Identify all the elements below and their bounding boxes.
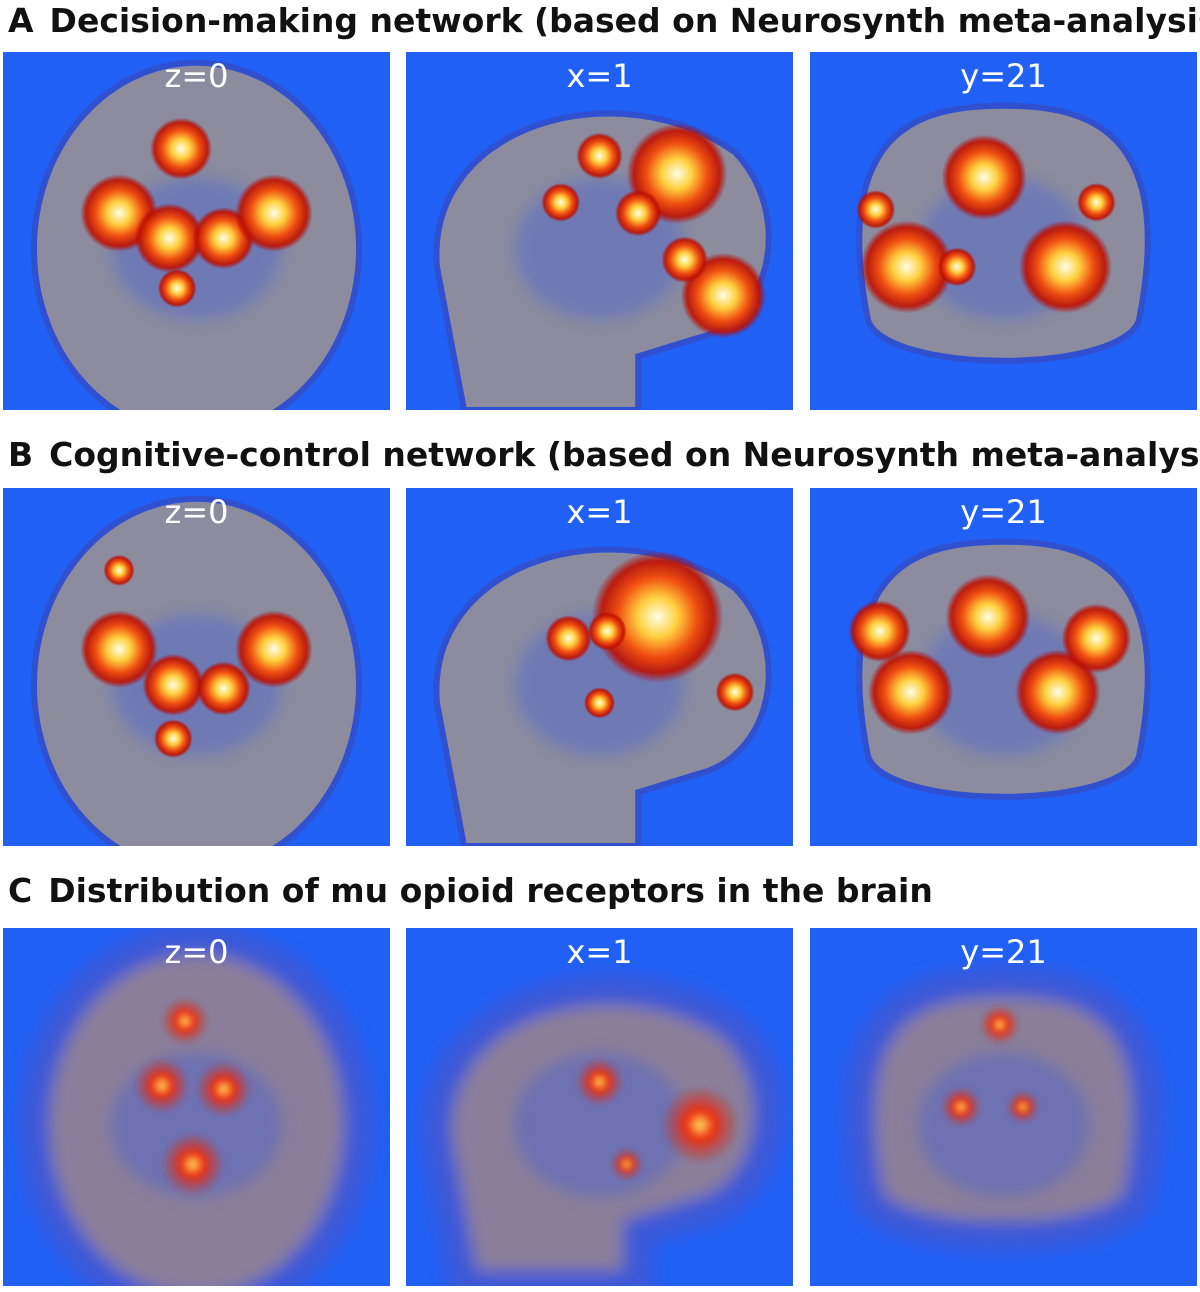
view-label: x=1 bbox=[566, 57, 632, 95]
activation-blob bbox=[591, 551, 724, 683]
brain-view: z=0 bbox=[3, 52, 390, 410]
view-label: x=1 bbox=[566, 493, 632, 531]
activation-blob bbox=[134, 203, 205, 273]
activation-blob bbox=[1015, 649, 1101, 735]
activation-blob bbox=[941, 134, 1027, 220]
panel: A Decision-making network (based on Neuro… bbox=[3, 1, 1200, 410]
activation-blob bbox=[715, 672, 755, 712]
activation-blob bbox=[848, 600, 911, 663]
brain-view: x=1 bbox=[406, 928, 793, 1286]
view-label: y=21 bbox=[960, 933, 1046, 971]
activation-blob bbox=[1018, 220, 1112, 314]
activation-blob bbox=[161, 997, 209, 1045]
brain-view: z=0 bbox=[3, 928, 390, 1286]
activation-blob bbox=[153, 719, 193, 758]
activation-blob bbox=[103, 554, 135, 586]
panel-title: C Distribution of mu opioid receptors in … bbox=[8, 871, 933, 910]
white-matter bbox=[918, 1053, 1089, 1197]
view-label: z=0 bbox=[165, 933, 229, 971]
activation-blob bbox=[545, 615, 592, 662]
activation-blob bbox=[1077, 183, 1116, 222]
view-label: z=0 bbox=[165, 493, 229, 531]
activation-blob bbox=[587, 611, 627, 651]
brain-view: z=0 bbox=[3, 488, 390, 846]
view-label: x=1 bbox=[566, 933, 632, 971]
activation-blob bbox=[941, 1087, 981, 1127]
activation-blob bbox=[661, 236, 708, 283]
activation-blob bbox=[150, 117, 212, 180]
white-matter bbox=[514, 1053, 685, 1197]
activation-blob bbox=[196, 1062, 251, 1117]
brain-view: x=1 bbox=[406, 488, 793, 846]
brain-view: y=21 bbox=[810, 928, 1197, 1286]
brain-view: x=1 bbox=[406, 52, 793, 410]
panel-title-text: Distribution of mu opioid receptors in t… bbox=[48, 871, 933, 910]
activation-blob bbox=[576, 132, 623, 180]
activation-blob bbox=[576, 1058, 623, 1106]
activation-blob bbox=[1007, 1091, 1039, 1123]
activation-blob bbox=[80, 610, 158, 688]
panel-title-text: Cognitive-control network (based on Neur… bbox=[49, 435, 1200, 474]
activation-blob bbox=[945, 574, 1031, 660]
brain-view: y=21 bbox=[810, 488, 1197, 846]
activation-blob bbox=[235, 610, 313, 688]
activation-blob bbox=[584, 687, 615, 719]
panel-letter: B bbox=[8, 435, 33, 474]
activation-blob bbox=[541, 183, 581, 222]
view-label: y=21 bbox=[960, 493, 1046, 531]
activation-blob bbox=[661, 1086, 739, 1164]
activation-blob bbox=[134, 1058, 189, 1113]
view-label: y=21 bbox=[960, 57, 1046, 95]
panel-title: B Cognitive-control network (based on Neu… bbox=[8, 435, 1200, 474]
activation-blob bbox=[1061, 603, 1132, 674]
panel: C Distribution of mu opioid receptors in … bbox=[3, 871, 1197, 1286]
activation-blob bbox=[856, 190, 896, 229]
panel-letter: C bbox=[8, 871, 32, 910]
panel-letter: A bbox=[8, 1, 34, 40]
activation-blob bbox=[611, 1148, 643, 1180]
panel: B Cognitive-control network (based on Neu… bbox=[3, 435, 1200, 846]
activation-blob bbox=[161, 1133, 224, 1196]
panel-title: A Decision-making network (based on Neuro… bbox=[8, 1, 1200, 40]
activation-blob bbox=[235, 174, 313, 252]
activation-blob bbox=[196, 661, 251, 716]
view-label: z=0 bbox=[165, 57, 229, 95]
activation-blob bbox=[142, 653, 205, 716]
brain-view: y=21 bbox=[810, 52, 1197, 410]
activation-blob bbox=[937, 247, 977, 287]
activation-blob bbox=[614, 189, 662, 237]
activation-blob bbox=[157, 268, 197, 308]
activation-blob bbox=[868, 649, 954, 735]
panel-title-text: Decision-making network (based on Neuros… bbox=[50, 1, 1200, 40]
activation-blob bbox=[980, 1005, 1019, 1045]
activation-blob bbox=[860, 220, 954, 314]
